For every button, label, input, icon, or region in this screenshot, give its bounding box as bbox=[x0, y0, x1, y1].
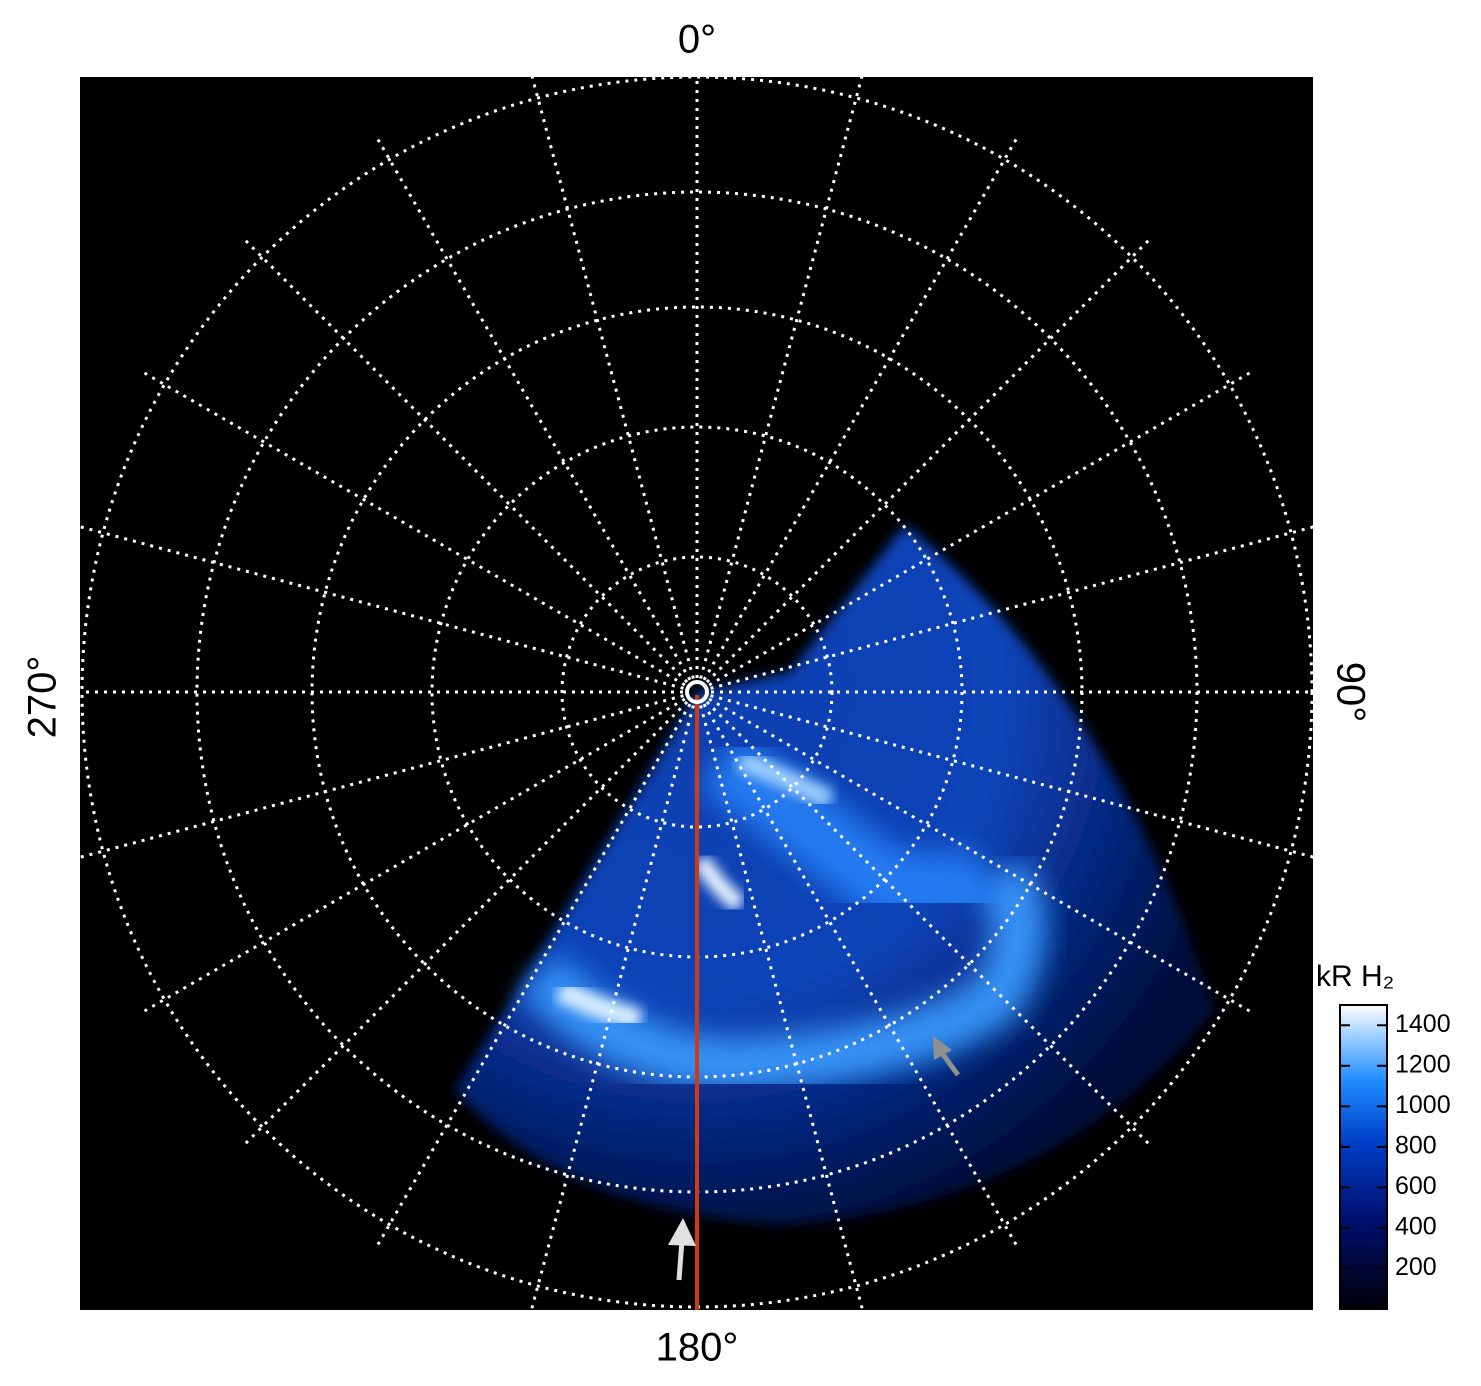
colorbar-tick-label: 1200 bbox=[1395, 1050, 1451, 1078]
white-arrow bbox=[668, 1218, 696, 1281]
gray-arrow bbox=[933, 1036, 961, 1077]
colorbar-tick-label: 200 bbox=[1395, 1253, 1437, 1281]
colorbar-tick-label: 1000 bbox=[1395, 1091, 1451, 1119]
colorbar-tick-label: 1400 bbox=[1395, 1010, 1451, 1038]
angle-label-top: 0° bbox=[678, 18, 716, 62]
colorbar-tick-label: 800 bbox=[1395, 1131, 1437, 1159]
colorbar-tick-label: 600 bbox=[1395, 1172, 1437, 1200]
grid-ring bbox=[560, 555, 834, 829]
angle-label-bottom: 180° bbox=[656, 1326, 739, 1370]
colorbar-tick-label: 400 bbox=[1395, 1213, 1437, 1241]
aurora-image bbox=[455, 525, 1215, 1225]
colorbar-title: kR H₂ bbox=[1316, 960, 1394, 993]
angle-label-left: 270° bbox=[21, 656, 65, 739]
pole-marker bbox=[685, 680, 709, 704]
angle-label-right: 90° bbox=[1328, 662, 1372, 723]
colorbar bbox=[1339, 1004, 1388, 1310]
